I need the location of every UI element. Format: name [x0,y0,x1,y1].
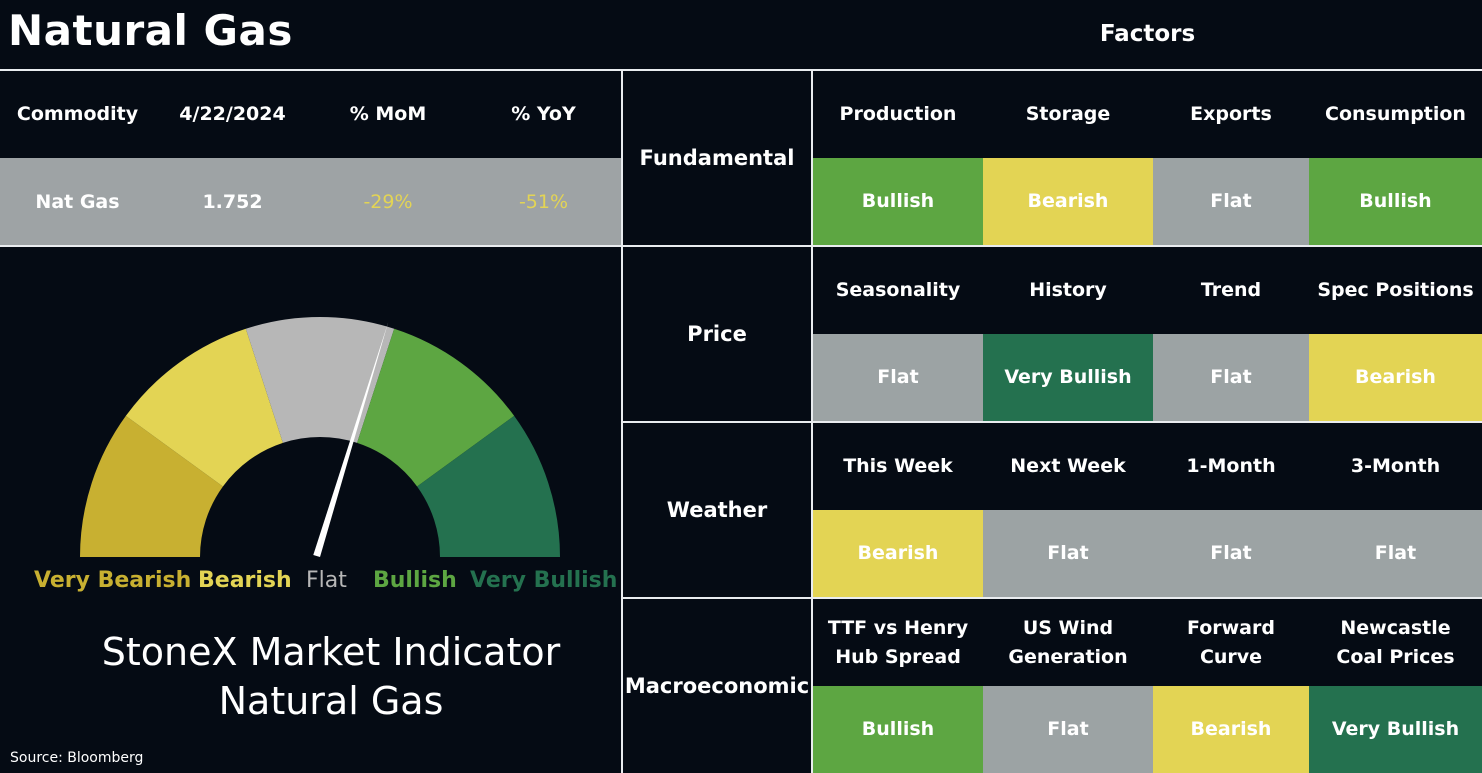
factor-label: Exports [1190,103,1272,125]
gauge-segment-bullish [357,328,515,487]
factor-label: Consumption [1325,103,1466,125]
gauge-segment-very-bearish [80,415,223,557]
date-header: 4/22/2024 [179,102,286,125]
signal-cell: Flat [983,510,1153,597]
mom-change: -29% [363,190,413,213]
signal-cell: Bullish [813,686,983,773]
yoy-change: -51% [518,190,569,213]
signal-cell: Bearish [983,158,1153,245]
gauge-needle [313,321,389,557]
signal-cell: Bearish [1309,334,1482,421]
signal-cell: Flat [1153,158,1309,245]
gauge-segment-bearish [125,328,283,487]
signal-cell: Flat [813,334,983,421]
group-weather: Weather [666,497,768,522]
divider-row-3 [622,597,1482,599]
legend-very-bearish: Very Bearish [34,568,192,593]
group-macroeconomic: Macroeconomic [624,673,810,698]
signal-cell: Bearish [813,510,983,597]
commodity-table: Commodity 4/22/2024 % MoM % YoY Nat Gas … [0,70,621,246]
factor-label: Seasonality [835,279,961,301]
page-title: Natural Gas [8,6,293,55]
factor-label: Forward Curve [1187,616,1275,668]
gauge-segment-very-bullish [417,415,560,557]
factor-label: TTF vs Henry Hub Spread [827,616,969,668]
signal-cell: Flat [983,686,1153,773]
factor-label: Trend [1200,279,1262,301]
legend-flat: Flat [306,568,347,593]
factor-label: Newcastle Coal Prices [1336,616,1455,668]
factor-label: 1-Month [1186,455,1276,477]
legend-bearish: Bearish [198,568,292,593]
legend-very-bullish: Very Bullish [470,568,618,593]
commodity-header: Commodity [16,102,139,125]
factor-label: Production [839,103,957,125]
signal-cell: Bullish [813,158,983,245]
divider-row-1 [622,245,1482,247]
signal-cell: Very Bullish [1309,686,1482,773]
commodity-price: 1.752 [202,190,263,213]
factor-label: Next Week [1010,455,1126,477]
signal-cell: Bearish [1153,686,1309,773]
factor-label: History [1029,279,1107,301]
factor-label: Spec Positions [1317,279,1474,301]
signal-cell: Bullish [1309,158,1482,245]
gauge-caption-line1: StoneX Market Indicator [101,630,561,674]
divider-top [0,69,1482,71]
yoy-header: % YoY [511,102,576,125]
gauge-segment-flat [245,317,395,443]
commodity-name: Nat Gas [35,190,120,213]
market-indicator-gauge [80,317,560,557]
signal-cell: Flat [1153,334,1309,421]
signal-cell: Flat [1153,510,1309,597]
factors-title: Factors [1099,21,1196,47]
signal-cell: Flat [1309,510,1482,597]
factor-label: This Week [843,455,953,477]
mom-header: % MoM [349,102,427,125]
gauge-caption-line2: Natural Gas [218,679,444,723]
legend-bullish: Bullish [373,568,457,593]
factor-label: US Wind Generation [1008,616,1128,668]
factor-label: 3-Month [1350,455,1441,477]
group-price: Price [687,321,747,346]
divider-commodity-bottom [0,245,621,247]
source-note: Source: Bloomberg [10,750,144,766]
commodity-row: Nat Gas 1.752 -29% -51% [0,158,621,246]
signal-cell: Very Bullish [983,334,1153,421]
group-fundamental: Fundamental [639,145,795,170]
divider-row-2 [622,421,1482,423]
factor-label: Storage [1025,103,1111,125]
